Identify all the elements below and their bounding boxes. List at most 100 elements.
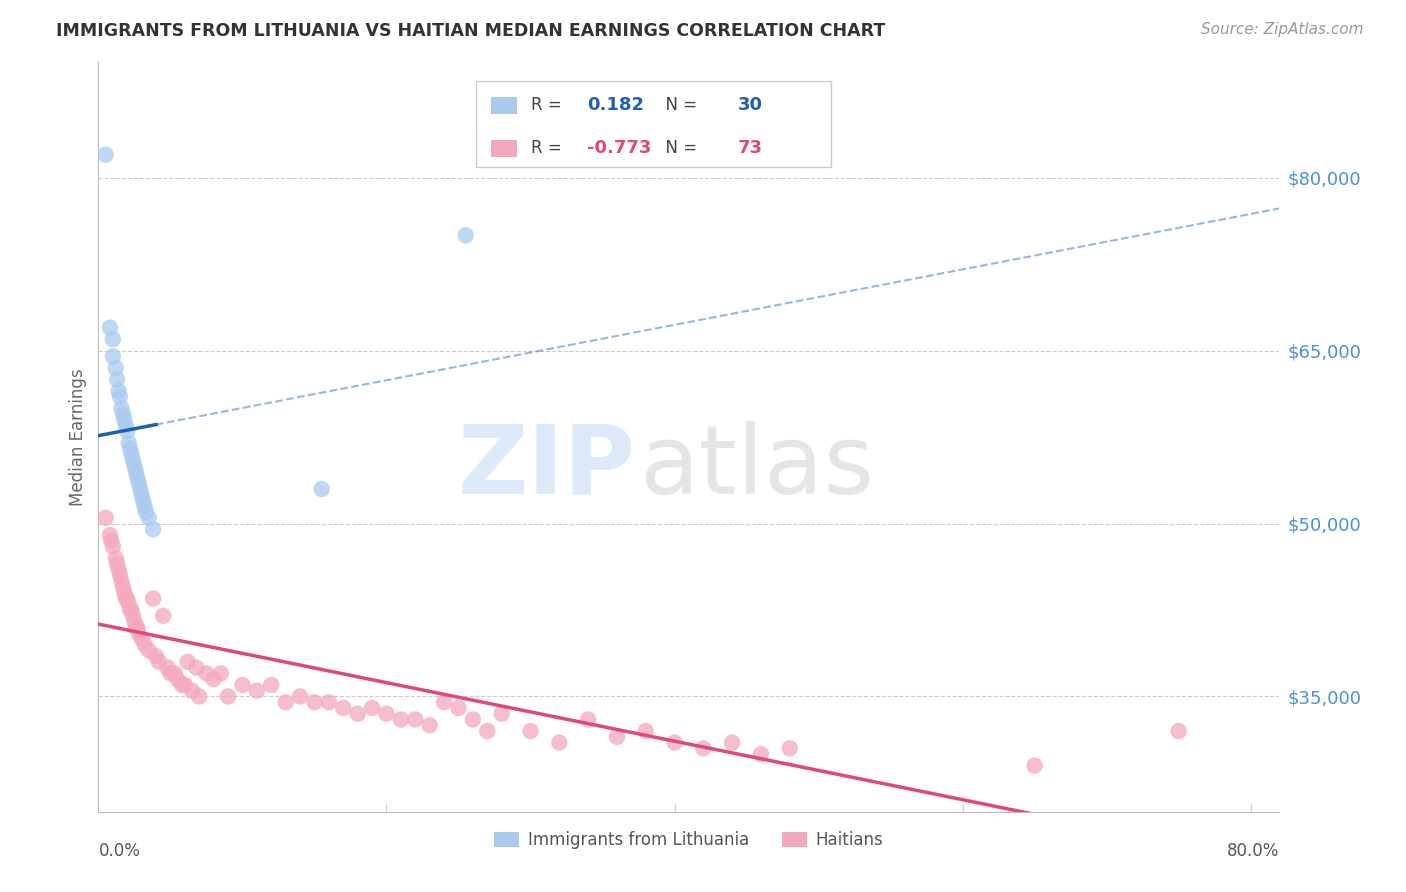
Point	[112, 413, 135, 427]
Point	[108, 568, 131, 582]
Point	[419, 718, 441, 732]
Point	[166, 672, 188, 686]
Point	[134, 638, 156, 652]
Point	[138, 510, 160, 524]
Point	[142, 591, 165, 606]
Point	[128, 626, 150, 640]
Point	[111, 407, 134, 421]
Point	[111, 580, 134, 594]
Text: Source: ZipAtlas.com: Source: ZipAtlas.com	[1201, 22, 1364, 37]
Point	[112, 585, 135, 599]
Point	[127, 620, 149, 634]
Point	[721, 735, 744, 749]
Point	[129, 482, 152, 496]
Point	[188, 690, 211, 704]
Bar	[491, 140, 516, 157]
Point	[110, 401, 132, 416]
Point	[98, 528, 121, 542]
Point	[142, 522, 165, 536]
Point	[288, 690, 311, 704]
Point	[122, 453, 145, 467]
Point	[519, 724, 541, 739]
Point	[389, 713, 412, 727]
Text: 80.0%: 80.0%	[1227, 842, 1279, 860]
Point	[131, 632, 153, 646]
Point	[195, 666, 218, 681]
Point	[156, 660, 179, 674]
Point	[209, 666, 232, 681]
Y-axis label: Median Earnings: Median Earnings	[69, 368, 87, 506]
Point	[100, 533, 122, 548]
Point	[1024, 758, 1046, 772]
Text: 73: 73	[737, 139, 762, 157]
Point	[101, 540, 124, 554]
Point	[105, 372, 128, 386]
Point	[148, 655, 170, 669]
Point	[606, 730, 628, 744]
Point	[173, 678, 195, 692]
Point	[121, 603, 143, 617]
Point	[1167, 724, 1189, 739]
Point	[134, 500, 156, 514]
Text: -0.773: -0.773	[588, 139, 652, 157]
Point	[128, 476, 150, 491]
Point	[447, 701, 470, 715]
Point	[127, 470, 149, 484]
Point	[124, 458, 146, 473]
Point	[433, 695, 456, 709]
Point	[107, 384, 129, 398]
Point	[181, 683, 204, 698]
Point	[311, 482, 333, 496]
Point	[110, 574, 132, 589]
Point	[634, 724, 657, 739]
Point	[120, 442, 142, 456]
Point	[115, 425, 138, 439]
Point	[124, 615, 146, 629]
Point	[664, 735, 686, 749]
Point	[94, 147, 117, 161]
Point	[125, 620, 148, 634]
Point	[104, 360, 127, 375]
Point	[548, 735, 571, 749]
Legend: Immigrants from Lithuania, Haitians: Immigrants from Lithuania, Haitians	[488, 824, 890, 855]
Text: 0.182: 0.182	[588, 96, 644, 114]
Text: 30: 30	[737, 96, 762, 114]
Point	[101, 350, 124, 364]
Point	[114, 591, 136, 606]
Point	[375, 706, 398, 721]
Point	[159, 666, 181, 681]
Point	[120, 603, 142, 617]
Point	[231, 678, 253, 692]
Text: 0.0%: 0.0%	[98, 842, 141, 860]
Point	[118, 435, 141, 450]
Point	[260, 678, 283, 692]
Bar	[477, 81, 831, 168]
Point	[114, 418, 136, 433]
Point	[346, 706, 368, 721]
Point	[131, 488, 153, 502]
Point	[361, 701, 384, 715]
Text: IMMIGRANTS FROM LITHUANIA VS HAITIAN MEDIAN EARNINGS CORRELATION CHART: IMMIGRANTS FROM LITHUANIA VS HAITIAN MED…	[56, 22, 886, 40]
Point	[170, 678, 193, 692]
Point	[135, 505, 157, 519]
Point	[163, 666, 186, 681]
Point	[404, 713, 426, 727]
Text: R =: R =	[530, 96, 567, 114]
Point	[779, 741, 801, 756]
Point	[692, 741, 714, 756]
Point	[186, 660, 208, 674]
Point	[108, 390, 131, 404]
Point	[749, 747, 772, 761]
Point	[132, 493, 155, 508]
Point	[125, 465, 148, 479]
Point	[202, 672, 225, 686]
Bar	[491, 97, 516, 113]
Point	[118, 597, 141, 611]
Text: atlas: atlas	[640, 420, 875, 514]
Point	[318, 695, 340, 709]
Point	[152, 608, 174, 623]
Point	[576, 713, 599, 727]
Point	[274, 695, 297, 709]
Point	[107, 563, 129, 577]
Point	[94, 510, 117, 524]
